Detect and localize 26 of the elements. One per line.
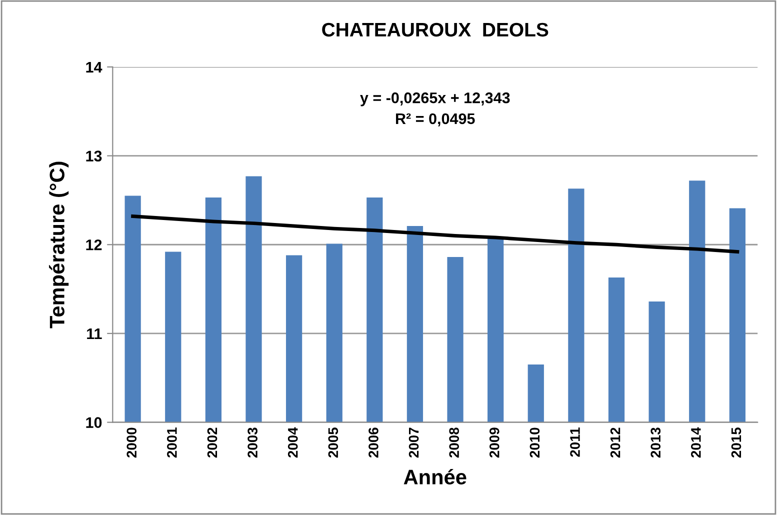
annotation: y = -0,0265x + 12,343 R² = 0,0495	[360, 92, 510, 126]
x-tick-label: 2010	[530, 428, 540, 458]
x-axis-title: Année	[404, 468, 466, 484]
chart-title: CHATEAUROUX DEOLS	[322, 22, 548, 37]
x-tick-label: 2005	[328, 428, 338, 458]
y-axis-title: Température (°C)	[48, 162, 69, 328]
x-tick-label: 2007	[408, 428, 419, 458]
x-tick-label: 2009	[489, 428, 500, 458]
y-tick-label: 13	[86, 150, 102, 162]
x-tick-label: 2004	[288, 427, 298, 458]
x-tick-label: 2014	[691, 427, 701, 458]
x-tick-label: 2015	[731, 428, 742, 458]
line-series	[131, 214, 740, 254]
y-tick-label: 12	[86, 239, 102, 250]
x-tick-label: 2000	[126, 428, 137, 458]
x-tick-label: 2012	[610, 428, 620, 458]
x-tick-label: 2003	[248, 428, 258, 458]
x-tick-label: 2006	[368, 428, 378, 458]
x-tick-label: 2001	[167, 428, 177, 458]
x-tick-label: 2002	[207, 428, 218, 458]
y-tick-label: 14	[86, 62, 102, 72]
y-tick-label: 10	[86, 417, 102, 428]
x-tick-label: 2013	[650, 428, 661, 458]
x-tick-label: 2008	[449, 428, 459, 458]
x-tick-label: 2011	[570, 428, 580, 457]
y-tick-label: 11	[87, 328, 102, 339]
